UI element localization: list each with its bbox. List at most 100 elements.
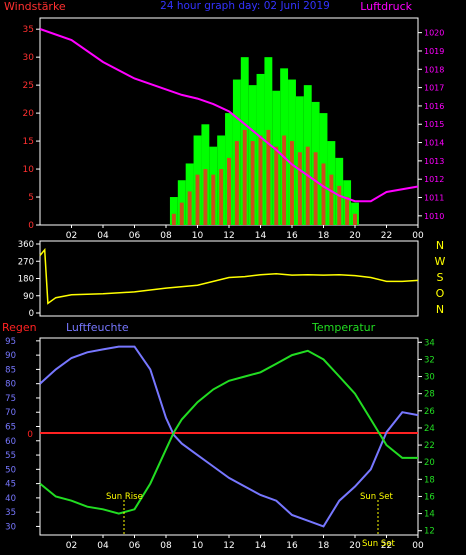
direction-line: [39, 247, 419, 305]
panel1-x-tick-label: 02: [66, 231, 77, 241]
sunrise-annotation: Sun Rise: [106, 492, 143, 502]
panel3-x-tick-label: 18: [318, 541, 330, 551]
wind-tick-label: 10: [23, 165, 35, 175]
pressure-axis: 1010 1011 1012 1013 1014 1015 1016 1017 1018 1019…: [418, 29, 444, 221]
pressure-tick-label: 1012: [424, 175, 444, 184]
wind-bar: [282, 135, 287, 225]
humidity-tick-label: 30: [5, 522, 16, 532]
wind-bar: [219, 169, 224, 225]
temperature-tick-label: 30: [424, 373, 435, 383]
direction-tick-label: 360: [18, 240, 34, 250]
wind-tick-label: 15: [23, 137, 34, 147]
wind-bar: [258, 135, 263, 225]
pressure-tick-label: 1019: [424, 47, 444, 56]
wind-bar: [187, 191, 192, 225]
wind-label: Windstärke: [4, 0, 66, 13]
humidity-tick-label: 85: [5, 365, 16, 375]
humidity-tick-label: 65: [5, 423, 16, 433]
panel1-x-tick-label: 04: [97, 231, 109, 241]
panel3-x-tick-label: 10: [192, 541, 204, 551]
panel2-frame: [39, 240, 419, 317]
temperature-tick-label: 20: [424, 458, 435, 468]
humidity-tick-label: 60: [5, 437, 16, 447]
temperature-tick-label: 22: [424, 441, 435, 451]
wind-bar: [179, 202, 184, 225]
panel1-x-tick-label: 18: [318, 231, 330, 241]
pressure-tick-label: 1016: [424, 102, 444, 111]
humidity-tick-label: 45: [5, 480, 16, 490]
sunset-annotation-axis: Sun Set: [362, 539, 395, 549]
wind-bar: [337, 185, 342, 225]
compass-letter: O: [436, 287, 445, 300]
compass-letter: S: [437, 271, 444, 284]
temperature-tick-label: 12: [424, 527, 435, 537]
pressure-tick-label: 1015: [424, 120, 444, 129]
pressure-tick-label: 1011: [424, 194, 444, 203]
wind-bar: [297, 152, 302, 225]
direction-tick-label: 0: [29, 309, 34, 319]
temperature-axis: 12 14 16 18 20 22 24 26 28 30 32 34: [418, 338, 435, 537]
humidity-tick-label: 90: [5, 351, 16, 361]
humidity-line: [39, 345, 419, 528]
compass-letter: N: [436, 239, 444, 252]
wind-bar: [274, 146, 279, 225]
panel-humidity-temp: Regen Luftfeuchte Temperatur 30 35 40 45 50 5…: [2, 321, 435, 551]
wind-bar: [250, 141, 255, 225]
panel3-x-tick-label: 14: [255, 541, 267, 551]
chart-title: 24 hour graph day: 02 Juni 2019: [160, 0, 330, 12]
panel1-x-tick-label: 12: [223, 231, 234, 241]
wind-tick-label: 20: [23, 109, 35, 119]
sunset-annotation: Sun Set: [360, 492, 393, 502]
humidity-tick-label: 55: [5, 451, 16, 461]
panel1-x-tick-label: 06: [129, 231, 141, 241]
direction-tick-label: 270: [18, 257, 34, 267]
temperature-line: [39, 349, 418, 515]
wind-tick-label: 0: [28, 221, 34, 231]
direction-axis: 0 90 180 270 360: [18, 240, 40, 319]
pressure-tick-label: 1014: [424, 139, 444, 148]
wind-tick-label: 25: [23, 81, 34, 91]
wind-bar: [321, 163, 326, 225]
temperature-tick-label: 34: [424, 338, 435, 348]
panel3-x-tick-label: 16: [286, 541, 298, 551]
pressure-tick-label: 1020: [424, 29, 444, 38]
wind-bars: [169, 57, 359, 225]
temperature-tick-label: 26: [424, 407, 435, 417]
wind-bar: [353, 213, 357, 225]
pressure-tick-label: 1010: [424, 212, 444, 221]
humidity-tick-label: 80: [5, 380, 16, 390]
temperature-tick-label: 14: [424, 510, 435, 520]
pressure-tick-label: 1018: [424, 65, 444, 74]
humidity-tick-label: 40: [5, 494, 16, 504]
wind-bar: [211, 174, 216, 225]
pressure-tick-label: 1013: [424, 157, 444, 166]
panel3-x-tick-label: 04: [97, 541, 109, 551]
panel3-x-tick-label: 20: [349, 541, 361, 551]
rain-label: Regen: [2, 321, 37, 334]
panel-wind-pressure: Windstärke 24 hour graph day: 02 Juni 20…: [4, 0, 444, 241]
panel1-x-tick-label: 20: [349, 231, 361, 241]
wind-bar: [266, 129, 271, 225]
rain-axis-value: 0: [27, 430, 33, 440]
temperature-tick-label: 24: [424, 424, 435, 434]
humidity-tick-label: 50: [5, 465, 16, 475]
panel3-frame: [39, 337, 419, 536]
temperature-label: Temperatur: [311, 321, 376, 334]
panel3-x-tick-label: 06: [129, 541, 141, 551]
wind-bar: [195, 174, 200, 225]
compass-letter: W: [435, 255, 446, 268]
gust-bar: [177, 180, 186, 225]
wind-bar: [242, 129, 247, 225]
pressure-line: [39, 28, 419, 203]
panel3-x-tick-label: 08: [160, 541, 172, 551]
humidity-tick-label: 70: [5, 408, 16, 418]
panel3-x-tick-label: 22: [381, 541, 392, 551]
panel1-x-tick-label: 14: [255, 231, 267, 241]
direction-tick-label: 90: [23, 292, 34, 302]
humidity-tick-label: 95: [5, 337, 16, 347]
wind-bar: [290, 141, 294, 225]
wind-bar: [171, 213, 176, 225]
